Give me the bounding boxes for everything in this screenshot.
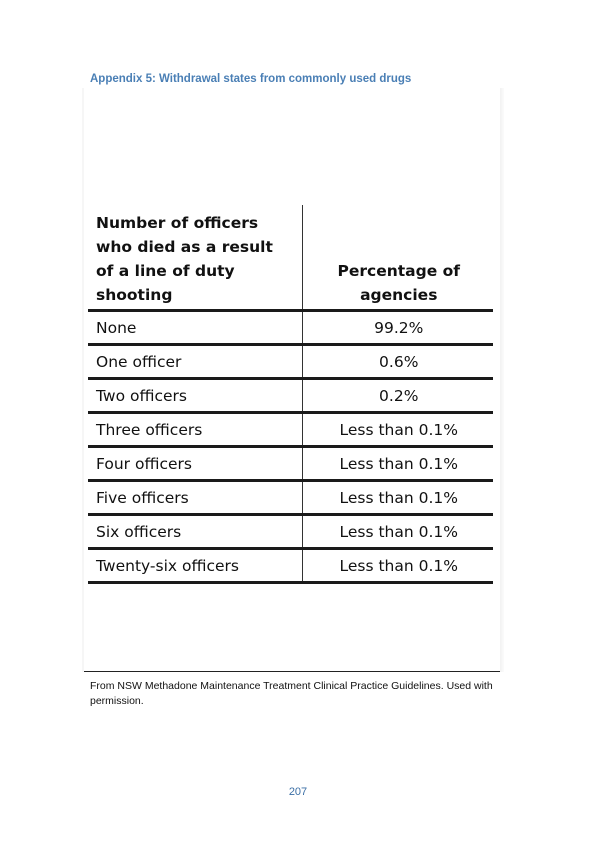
caption-divider [84,671,500,672]
table-row: Four officers Less than 0.1% [88,446,493,482]
column-header-percentage: Percentage of agencies [301,205,493,312]
row-label: Five officers [88,480,302,516]
row-label: Two officers [88,378,302,414]
page-number: 207 [288,786,308,798]
table-row: Two officers 0.2% [88,378,493,414]
column-header-officers: Number of officers who died as a result … [88,205,302,312]
table-row: Twenty-six officers Less than 0.1% [88,548,493,584]
row-value: Less than 0.1% [301,514,493,550]
row-value: 0.2% [301,378,493,414]
row-label: Twenty-six officers [88,548,302,584]
row-label: None [88,310,302,346]
table-row: Three officers Less than 0.1% [88,412,493,448]
table-row: Five officers Less than 0.1% [88,480,493,516]
appendix-heading: Appendix 5: Withdrawal states from commo… [90,73,412,85]
row-value: 99.2% [301,310,493,346]
table-row: None 99.2% [88,310,493,346]
row-value: Less than 0.1% [301,446,493,482]
table-row: Six officers Less than 0.1% [88,514,493,550]
row-label: Three officers [88,412,302,448]
table-row: One officer 0.6% [88,344,493,380]
officer-deaths-table: Number of officers who died as a result … [88,205,493,584]
figure-edge-right [500,88,504,672]
row-label: Four officers [88,446,302,482]
row-value: Less than 0.1% [301,412,493,448]
row-label: One officer [88,344,302,380]
row-value: Less than 0.1% [301,480,493,516]
source-caption: From NSW Methadone Maintenance Treatment… [90,680,493,707]
table-header-row: Number of officers who died as a result … [88,205,493,312]
row-value: Less than 0.1% [301,548,493,584]
figure-edge-left [82,88,84,672]
row-label: Six officers [88,514,302,550]
row-value: 0.6% [301,344,493,380]
